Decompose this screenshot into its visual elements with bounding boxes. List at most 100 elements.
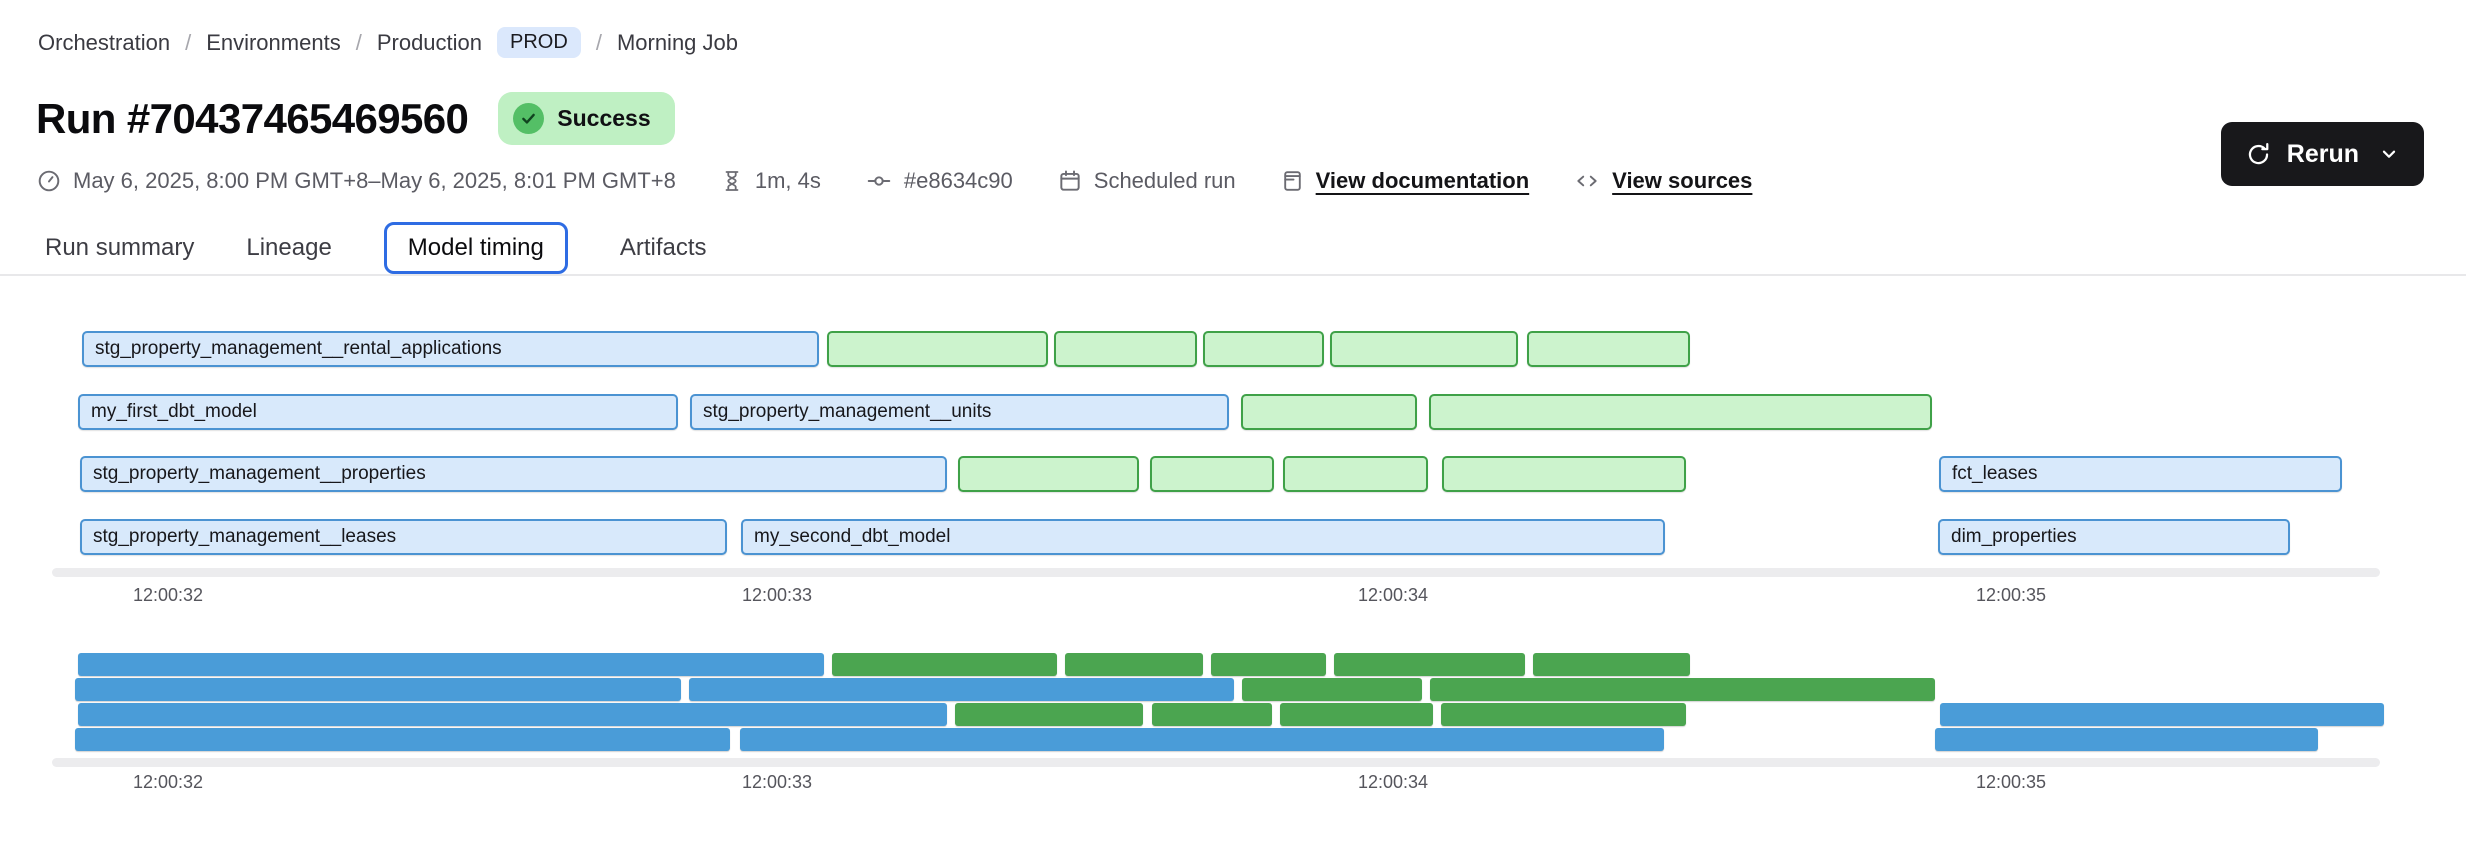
minimap-bar[interactable] (1935, 728, 2318, 751)
model-timing-bar[interactable]: stg_property_management__properties (80, 456, 947, 492)
minimap-bar[interactable] (1152, 703, 1272, 726)
view-documentation-link[interactable]: View documentation (1315, 168, 1530, 193)
model-timing-bar[interactable] (1429, 394, 1932, 430)
minimap-bar[interactable] (75, 728, 730, 751)
run-duration-text: 1m, 4s (754, 168, 821, 193)
model-timing-bar-label: fct_leases (1952, 463, 2038, 484)
model-timing-bar[interactable] (958, 456, 1139, 492)
breadcrumb-separator: / (595, 29, 602, 55)
tab-artifacts[interactable]: Artifacts (619, 234, 707, 261)
time-axis: 12:00:32 12:00:33 12:00:34 12:00:35 (0, 585, 2466, 611)
minimap-bar[interactable] (1533, 653, 1690, 676)
calendar-icon (1057, 168, 1083, 194)
minimap-bar[interactable] (689, 678, 1234, 701)
minimap-bar[interactable] (78, 653, 824, 676)
model-timing-bar[interactable] (1150, 456, 1274, 492)
model-timing-bar[interactable]: stg_property_management__units (690, 394, 1229, 430)
minimap-bar[interactable] (1280, 703, 1433, 726)
status-badge-label: Success (557, 105, 651, 131)
model-timing-bar-label: my_first_dbt_model (91, 401, 257, 422)
view-documentation[interactable]: View documentation (1280, 168, 1530, 194)
page-title: Run #70437465469560 (36, 94, 469, 142)
breadcrumb: Orchestration / Environments / Productio… (38, 27, 738, 58)
code-icon (1573, 168, 1601, 194)
time-axis-label: 12:00:34 (1357, 585, 1429, 605)
minimap-time-axis: 12:00:32 12:00:33 12:00:34 12:00:35 (0, 772, 2466, 798)
run-metadata: May 6, 2025, 8:00 PM GMT+8–May 6, 2025, … (36, 168, 1752, 194)
run-commit: #e8634c90 (865, 168, 1013, 194)
time-axis-label: 12:00:32 (132, 772, 204, 792)
chart-scrollbar[interactable] (52, 568, 2380, 577)
hourglass-icon (720, 168, 744, 194)
minimap-bar[interactable] (740, 728, 1664, 751)
minimap-bar[interactable] (1441, 703, 1686, 726)
tab-run-summary[interactable]: Run summary (45, 234, 195, 261)
breadcrumb-separator: / (355, 29, 362, 55)
run-commit-text: #e8634c90 (903, 168, 1013, 193)
document-icon (1280, 168, 1305, 194)
minimap-bar[interactable] (1211, 653, 1326, 676)
model-timing-bar[interactable] (827, 331, 1048, 367)
breadcrumb-item-environments[interactable]: Environments (206, 29, 341, 55)
run-duration: 1m, 4s (720, 168, 821, 194)
minimap-bar[interactable] (78, 703, 947, 726)
model-timing-bar[interactable]: stg_property_management__rental_applicat… (82, 331, 819, 367)
run-time-range: May 6, 2025, 8:00 PM GMT+8–May 6, 2025, … (36, 168, 676, 194)
tab-lineage[interactable]: Lineage (246, 234, 332, 261)
minimap-bar[interactable] (1940, 703, 2384, 726)
page-header: Run #70437465469560 Success (36, 92, 675, 145)
model-timing-bar[interactable]: stg_property_management__leases (80, 519, 727, 555)
minimap-bar[interactable] (1242, 678, 1422, 701)
view-sources[interactable]: View sources (1573, 168, 1752, 194)
time-axis-label: 12:00:35 (1975, 772, 2047, 792)
model-timing-bar-label: stg_property_management__units (703, 401, 992, 422)
run-trigger: Scheduled run (1057, 168, 1236, 194)
model-timing-bar[interactable]: my_first_dbt_model (78, 394, 678, 430)
model-timing-bar[interactable] (1054, 331, 1197, 367)
time-axis-label: 12:00:34 (1357, 772, 1429, 792)
breadcrumb-item-production[interactable]: Production (376, 29, 483, 55)
model-timing-bar[interactable]: my_second_dbt_model (741, 519, 1665, 555)
time-axis-label: 12:00:33 (741, 585, 813, 605)
model-timing-bar-label: stg_property_management__leases (93, 526, 397, 547)
refresh-icon (2245, 141, 2272, 168)
tab-bar: Run summary Lineage Model timing Artifac… (45, 222, 707, 274)
minimap-bar[interactable] (1065, 653, 1203, 676)
commit-icon (865, 168, 893, 194)
model-timing-bar[interactable] (1442, 456, 1686, 492)
rerun-button[interactable]: Rerun (2220, 122, 2424, 186)
model-timing-bar[interactable] (1330, 331, 1518, 367)
chevron-down-icon[interactable] (2378, 143, 2400, 165)
model-timing-bar[interactable] (1203, 331, 1324, 367)
run-time-range-text: May 6, 2025, 8:00 PM GMT+8–May 6, 2025, … (73, 168, 676, 193)
time-axis-label: 12:00:35 (1975, 585, 2047, 605)
time-axis-label: 12:00:32 (132, 585, 204, 605)
minimap-scrollbar[interactable] (52, 758, 2380, 767)
breadcrumb-item-orchestration[interactable]: Orchestration (38, 29, 171, 55)
model-timing-bar-label: my_second_dbt_model (754, 526, 951, 547)
rerun-button-label: Rerun (2286, 139, 2359, 168)
model-timing-bar[interactable]: fct_leases (1939, 456, 2342, 492)
model-timing-bar-label: dim_properties (1951, 526, 2077, 547)
minimap-bar[interactable] (1430, 678, 1935, 701)
model-timing-bar[interactable] (1527, 331, 1690, 367)
tab-model-timing[interactable]: Model timing (383, 222, 568, 274)
minimap-bar[interactable] (832, 653, 1057, 676)
minimap-bar[interactable] (1334, 653, 1525, 676)
model-timing-bar[interactable] (1241, 394, 1417, 430)
model-timing-bar[interactable]: dim_properties (1938, 519, 2290, 555)
run-trigger-text: Scheduled run (1093, 168, 1236, 193)
breadcrumb-separator: / (185, 29, 192, 55)
minimap-bar[interactable] (75, 678, 681, 701)
model-timing-bar-label: stg_property_management__rental_applicat… (95, 338, 502, 359)
minimap-bar[interactable] (955, 703, 1143, 726)
view-sources-link[interactable]: View sources (1612, 168, 1753, 193)
status-badge: Success (498, 92, 675, 145)
environment-badge: PROD (497, 27, 581, 58)
model-timing-bar-label: stg_property_management__properties (93, 463, 426, 484)
breadcrumb-item-morning-job: Morning Job (616, 29, 739, 55)
clock-icon (36, 168, 62, 194)
time-axis-label: 12:00:33 (741, 772, 813, 792)
model-timing-bar[interactable] (1283, 456, 1428, 492)
tabs-divider (0, 274, 2466, 276)
